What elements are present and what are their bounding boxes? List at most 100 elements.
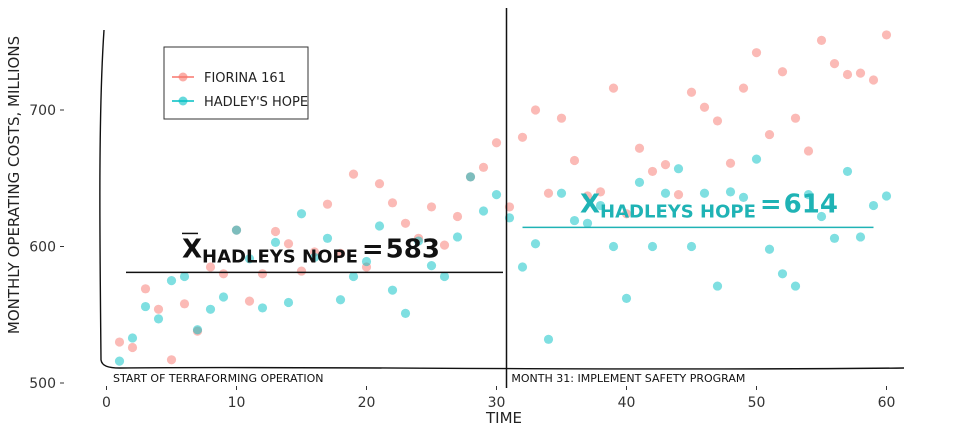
data-point [231,225,242,235]
data-point [374,179,385,189]
data-point [114,356,125,366]
y-axis-line [99,29,121,369]
series-hadleys-hope [114,154,892,366]
data-point [725,158,736,168]
data-point [140,284,151,294]
data-point [764,244,775,254]
data-point [816,35,827,45]
data-point [543,334,554,344]
x-tick-label: 60 [878,395,896,411]
legend-key-dot-hadley [178,96,188,106]
x-tick-label: 20 [358,395,376,411]
data-point [322,199,333,209]
data-point [270,226,281,237]
data-point [296,209,307,219]
data-point [634,143,645,153]
data-point [283,239,294,249]
data-point [426,202,437,212]
data-point [452,232,463,242]
data-point [335,295,346,305]
data-point [283,297,294,308]
mean-label: XHADLEYS HOPE =614 [580,189,838,222]
mean-value: 583 [386,234,440,264]
legend-label-hadley: HADLEY'S HOPE [204,95,308,110]
data-point [777,67,788,77]
mean-symbol: X [182,234,202,264]
data-point [413,236,424,246]
x-tick-label: 30 [488,395,506,411]
data-point [634,177,645,187]
data-point [348,271,359,282]
data-point [322,233,333,243]
data-point [647,166,658,177]
data-point [621,293,632,303]
data-point [595,200,606,211]
annotation-start: START OF TERRAFORMING OPERATION [113,372,324,385]
data-point [582,218,593,228]
data-point [127,342,138,353]
mean-subscript: HADLEYS HOPE [600,201,756,222]
legend-key-dot-fiorina [178,72,188,82]
data-point [452,211,463,222]
data-point [569,215,580,226]
data-point [153,314,164,324]
data-point [556,113,567,123]
mean-label: XHADLEYS NOPE =583 [182,234,440,267]
data-point [205,304,216,314]
data-point [699,102,710,112]
data-point [179,271,190,282]
data-point [868,200,879,211]
data-point [790,113,801,123]
data-point [712,116,723,126]
data-point [166,276,177,286]
data-point [829,58,840,69]
data-point [309,252,320,263]
data-point [556,188,567,198]
x-axis-line [119,366,905,370]
data-point [153,304,164,314]
data-point [244,296,255,306]
data-point [114,337,125,347]
data-point [517,132,528,142]
data-point [491,190,502,200]
mean-equals: = [362,234,384,264]
data-point [842,166,853,177]
y-tick-label: 700 [29,103,56,119]
data-point [621,209,632,219]
data-point [868,75,879,85]
legend-box [163,46,309,120]
data-point [855,68,866,78]
data-point [881,191,892,201]
data-point [439,240,450,250]
x-tick-label: 50 [748,395,766,411]
data-point [400,308,411,318]
data-point [712,281,723,291]
data-point [257,269,268,279]
data-point [348,169,359,179]
mean-value: 614 [784,189,838,219]
data-point [335,248,346,258]
x-tick-label: 0 [102,395,111,411]
data-point [803,190,814,200]
data-point [530,239,541,249]
data-point [647,241,658,252]
data-point [465,172,476,182]
data-point [491,138,502,148]
data-point [764,129,775,140]
data-point [166,355,177,365]
data-point [218,292,229,302]
data-point [673,190,684,200]
data-point [439,271,450,282]
annotation-safety-program: MONTH 31: IMPLEMENT SAFETY PROGRAM [511,372,745,385]
data-point [738,192,749,202]
data-point [595,187,606,197]
data-point [569,155,580,166]
mean-symbol: X [580,189,600,219]
data-point [608,83,619,93]
data-point [686,87,697,97]
data-point [608,241,619,252]
data-point [738,83,749,93]
mean-equals: = [760,189,782,219]
data-point [751,48,762,58]
